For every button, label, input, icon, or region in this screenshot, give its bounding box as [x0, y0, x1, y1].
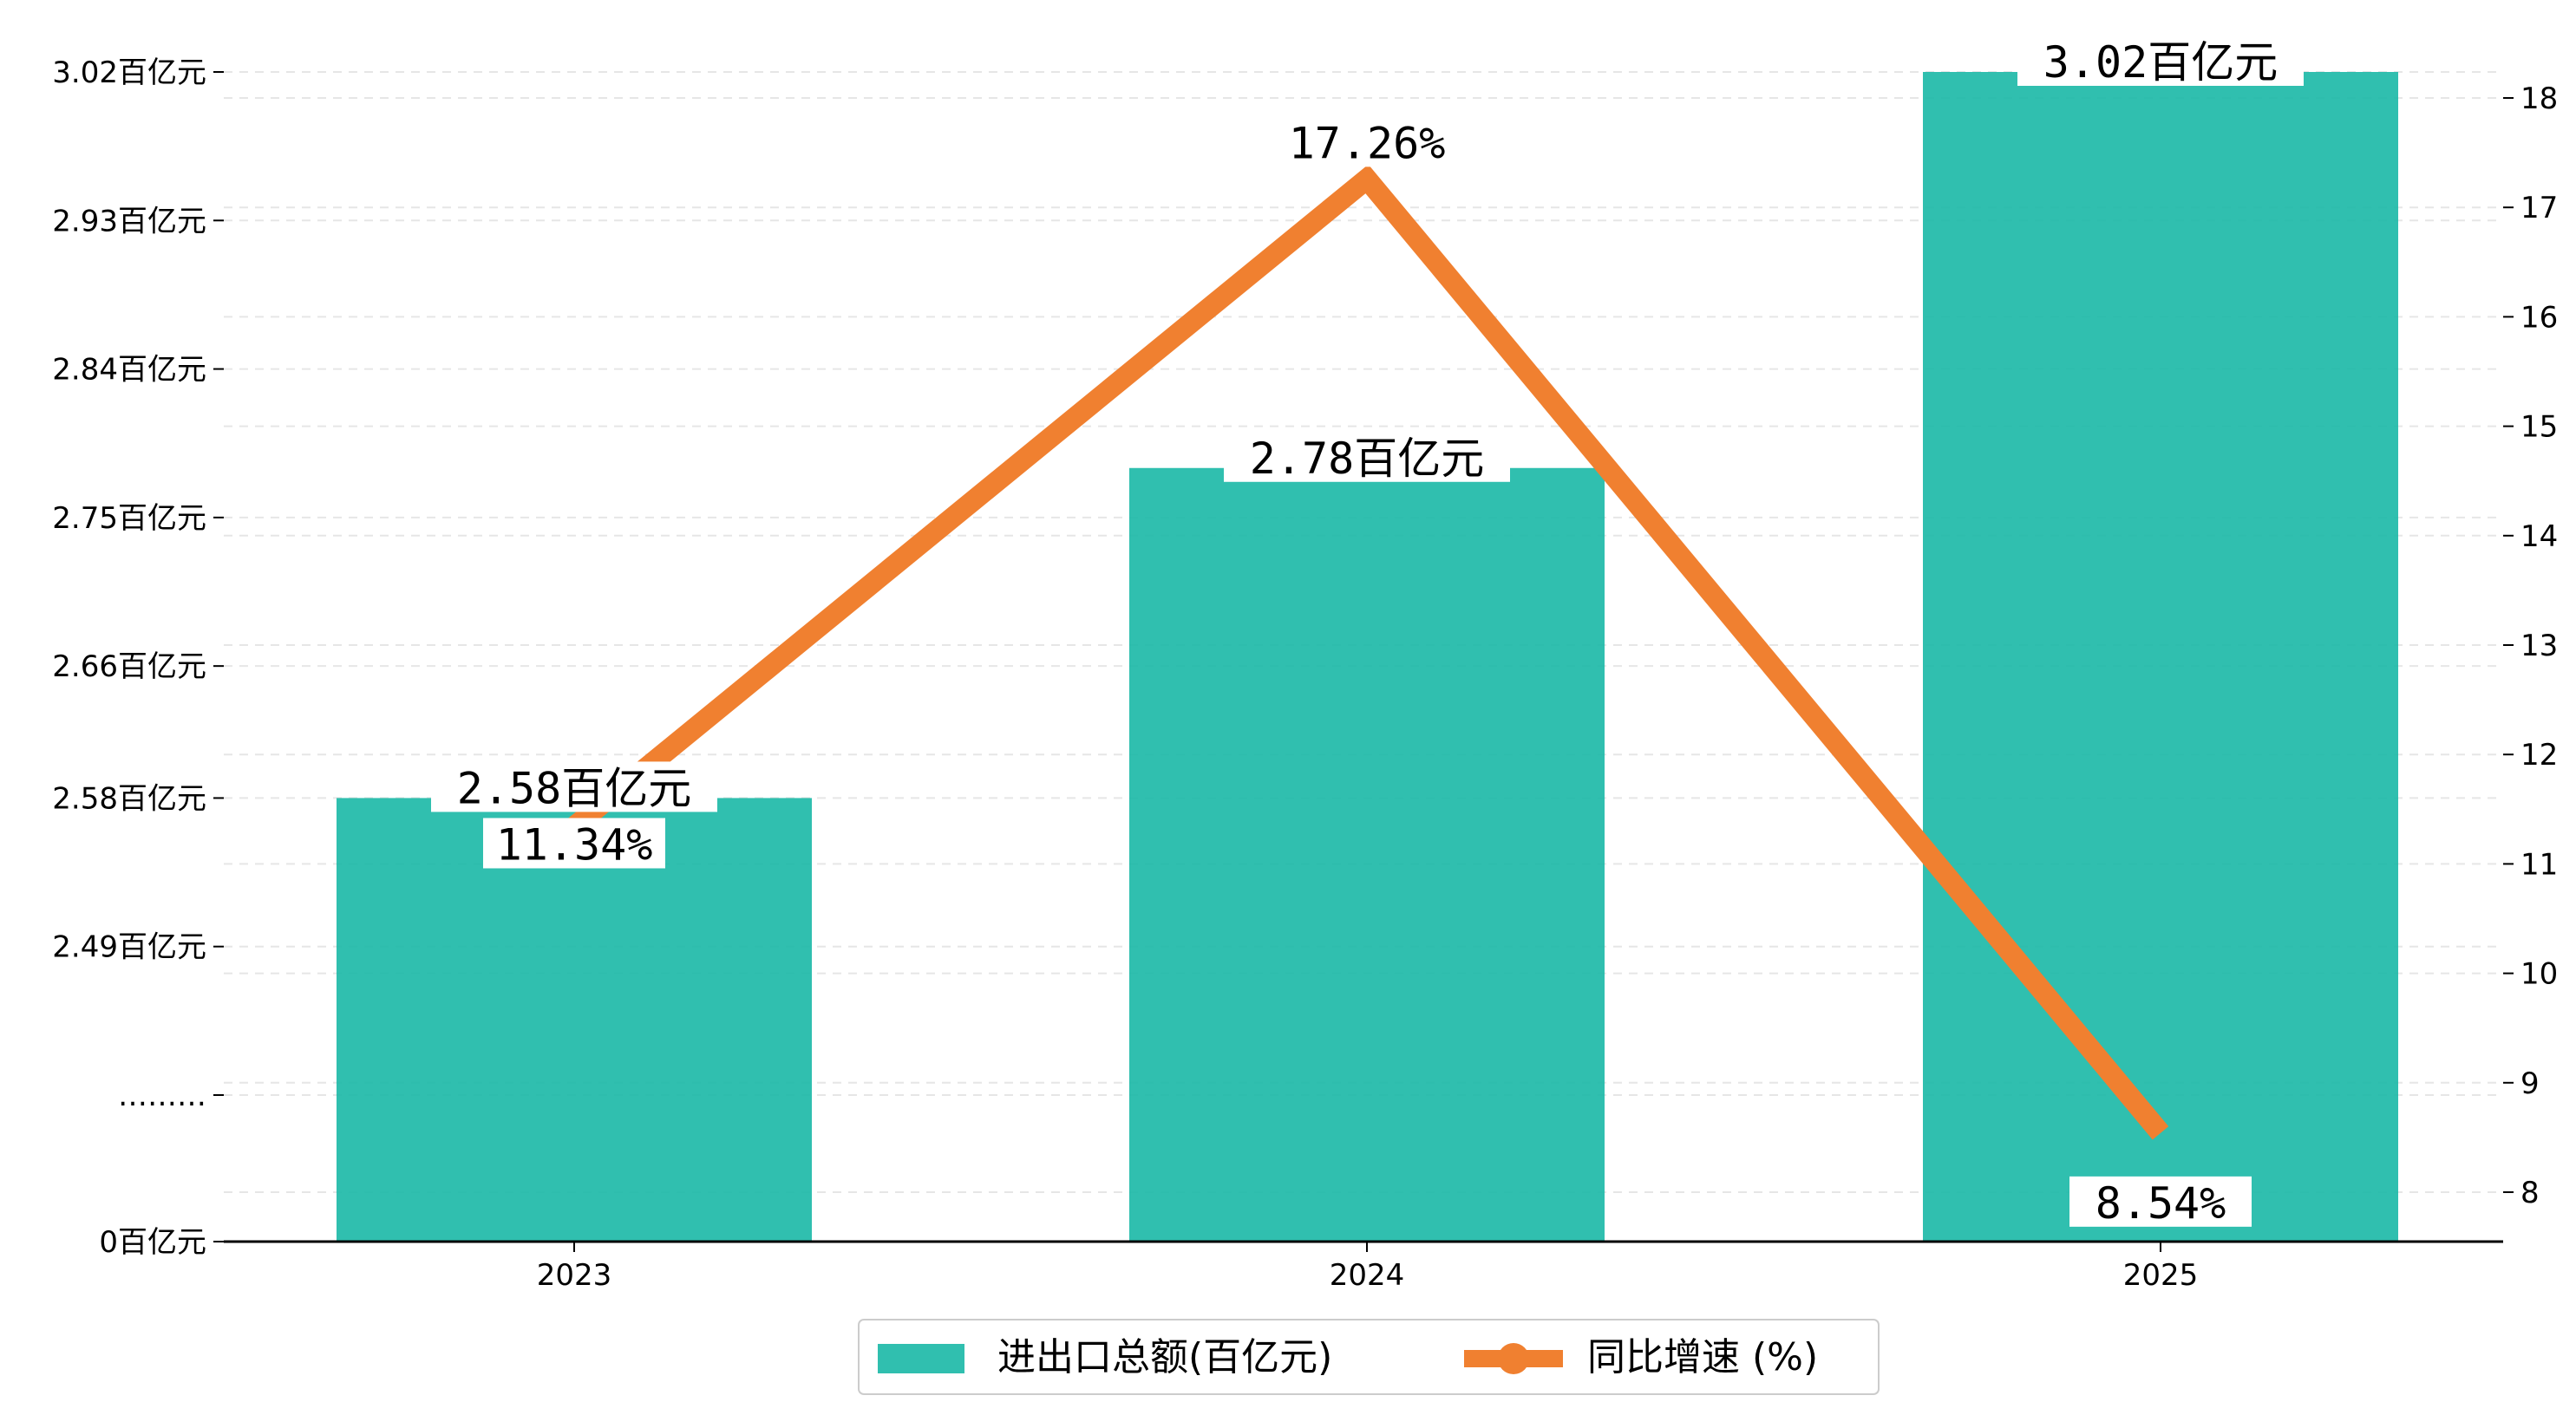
y-right-tick-label: 10	[2520, 957, 2558, 992]
bar	[1923, 72, 2398, 1242]
y-right-tick-label: 16	[2520, 300, 2558, 335]
y-right-tick-label: 13	[2520, 629, 2558, 663]
axes: 0百亿元 ……… 2.49百亿元 2.58百亿元 2.66百亿元 2.75百亿元 2.84百…	[52, 55, 2558, 1293]
y-right-tick-label: 18	[2520, 82, 2558, 116]
bar-value-label: 3.02百亿元	[2043, 37, 2278, 88]
legend-label-bar: 进出口总额(百亿元)	[997, 1335, 1332, 1379]
y-left-tick-label: 2.93百亿元	[52, 204, 206, 238]
y-left-tick-label: ………	[118, 1079, 206, 1113]
legend-box	[858, 1319, 1880, 1395]
y-left-tick-label: 3.02百亿元	[52, 55, 206, 90]
y-right-tick-label: 9	[2520, 1066, 2540, 1101]
y-left-tick-label: 2.58百亿元	[52, 781, 206, 816]
line-path	[567, 164, 2169, 1140]
y-right-tick-label: 15	[2520, 410, 2558, 445]
line-value-label: 17.26%	[1289, 118, 1446, 168]
y-right-tick-label: 12	[2520, 738, 2558, 773]
bar	[1129, 467, 1605, 1242]
bar-value-label: 2.78百亿元	[1250, 434, 1484, 484]
legend-marker	[1498, 1343, 1529, 1374]
y-left-tick-label: 2.66百亿元	[52, 649, 206, 684]
line-value-label-bg	[2069, 1176, 2252, 1227]
y-right-tick-label: 11	[2520, 847, 2558, 882]
y-right-tick-label: 8	[2520, 1176, 2540, 1210]
y-left-tick-label: 0百亿元	[99, 1225, 206, 1260]
line-value-label: 11.34%	[496, 819, 653, 870]
x-tick-label: 2024	[1330, 1258, 1405, 1293]
line-value-label-bg	[483, 818, 665, 869]
x-tick-label: 2025	[2123, 1258, 2199, 1293]
y-left-tick-label: 2.84百亿元	[52, 353, 206, 388]
line-value-label: 8.54%	[2095, 1178, 2226, 1229]
bar	[337, 798, 812, 1242]
data-labels: 2.58百亿元 2.78百亿元 3.02百亿元 11.34% 17.26% 8.54%	[431, 36, 2304, 1229]
bar-value-label-bg	[2017, 36, 2304, 86]
line-value-label-bg	[1276, 116, 1458, 167]
x-tick-label: 2023	[537, 1258, 612, 1293]
legend: 进出口总额(百亿元) 同比增速 (%)	[858, 1319, 1880, 1395]
y-left-tick-label: 2.75百亿元	[52, 501, 206, 536]
bar-series	[337, 72, 2398, 1242]
y-left-tick-label: 2.49百亿元	[52, 930, 206, 965]
bar-value-label-bg	[1224, 431, 1510, 482]
y-right-tick-label: 17	[2520, 191, 2558, 225]
bar-value-label-bg	[431, 761, 717, 812]
line-series	[567, 164, 2169, 1140]
y-right-tick-label: 14	[2520, 519, 2558, 554]
bar-value-label: 2.58百亿元	[457, 763, 691, 813]
legend-label-line: 同比增速 (%)	[1587, 1335, 1818, 1379]
legend-swatch-bar	[878, 1344, 964, 1373]
